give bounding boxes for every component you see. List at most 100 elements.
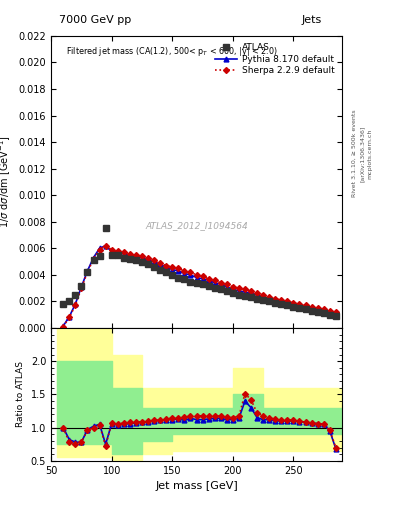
Sherpa 2.2.9 default	[127, 250, 132, 257]
Pythia 8.170 default	[79, 284, 84, 290]
ATLAS	[334, 313, 338, 319]
ATLAS	[327, 312, 332, 318]
ATLAS	[279, 301, 284, 307]
ATLAS	[315, 309, 320, 315]
Sherpa 2.2.9 default	[109, 247, 114, 253]
Pythia 8.170 default	[121, 250, 126, 257]
Sherpa 2.2.9 default	[200, 273, 205, 279]
Sherpa 2.2.9 default	[140, 253, 144, 260]
Pythia 8.170 default	[200, 276, 205, 282]
ATLAS	[188, 279, 193, 285]
Pythia 8.170 default	[242, 289, 247, 295]
Pythia 8.170 default	[146, 256, 151, 262]
ATLAS	[255, 296, 259, 302]
Pythia 8.170 default	[321, 308, 326, 314]
ATLAS	[285, 303, 290, 309]
Sherpa 2.2.9 default	[273, 296, 277, 302]
Line: Sherpa 2.2.9 default: Sherpa 2.2.9 default	[61, 244, 338, 329]
Pythia 8.170 default	[261, 294, 266, 301]
Sherpa 2.2.9 default	[188, 269, 193, 275]
Y-axis label: Ratio to ATLAS: Ratio to ATLAS	[16, 361, 25, 428]
Pythia 8.170 default	[176, 268, 181, 274]
Sherpa 2.2.9 default	[279, 297, 284, 303]
ATLAS	[242, 293, 247, 299]
Pythia 8.170 default	[297, 303, 302, 309]
ATLAS	[261, 297, 266, 303]
Sherpa 2.2.9 default	[85, 269, 90, 275]
Pythia 8.170 default	[303, 304, 308, 310]
ATLAS	[224, 288, 229, 294]
Sherpa 2.2.9 default	[164, 263, 169, 269]
X-axis label: Jet mass [GeV]: Jet mass [GeV]	[155, 481, 238, 491]
Sherpa 2.2.9 default	[321, 306, 326, 312]
Sherpa 2.2.9 default	[297, 301, 302, 307]
Text: [arXiv:1306.3436]: [arXiv:1306.3436]	[360, 125, 365, 182]
Sherpa 2.2.9 default	[242, 286, 247, 292]
ATLAS	[176, 274, 181, 281]
Pythia 8.170 default	[61, 323, 66, 329]
Sherpa 2.2.9 default	[249, 288, 253, 294]
Pythia 8.170 default	[206, 277, 211, 283]
ATLAS	[291, 304, 296, 310]
Pythia 8.170 default	[182, 270, 187, 276]
Sherpa 2.2.9 default	[61, 324, 66, 330]
Pythia 8.170 default	[116, 249, 120, 255]
Pythia 8.170 default	[327, 309, 332, 315]
Pythia 8.170 default	[158, 261, 163, 267]
Sherpa 2.2.9 default	[231, 284, 235, 290]
ATLAS	[73, 292, 78, 298]
Pythia 8.170 default	[97, 245, 102, 251]
Sherpa 2.2.9 default	[327, 308, 332, 314]
Pythia 8.170 default	[127, 252, 132, 258]
Pythia 8.170 default	[267, 296, 272, 302]
ATLAS	[67, 298, 72, 305]
Pythia 8.170 default	[249, 290, 253, 296]
Sherpa 2.2.9 default	[170, 264, 174, 270]
Y-axis label: 1/$\sigma$ d$\sigma$/dm [GeV$^{-1}$]: 1/$\sigma$ d$\sigma$/dm [GeV$^{-1}$]	[0, 136, 13, 228]
Pythia 8.170 default	[164, 264, 169, 270]
Pythia 8.170 default	[291, 301, 296, 307]
Sherpa 2.2.9 default	[334, 309, 338, 315]
Pythia 8.170 default	[109, 248, 114, 254]
Sherpa 2.2.9 default	[152, 257, 156, 263]
ATLAS	[152, 264, 156, 270]
ATLAS	[109, 252, 114, 258]
ATLAS	[182, 276, 187, 282]
ATLAS	[79, 283, 84, 289]
Sherpa 2.2.9 default	[121, 249, 126, 255]
Text: mcplots.cern.ch: mcplots.cern.ch	[367, 129, 373, 179]
ATLAS	[309, 308, 314, 314]
Sherpa 2.2.9 default	[79, 285, 84, 291]
Sherpa 2.2.9 default	[73, 303, 78, 309]
Sherpa 2.2.9 default	[182, 268, 187, 274]
Sherpa 2.2.9 default	[97, 247, 102, 253]
ATLAS	[212, 285, 217, 291]
ATLAS	[127, 256, 132, 262]
Pythia 8.170 default	[219, 281, 223, 287]
Sherpa 2.2.9 default	[146, 254, 151, 261]
Sherpa 2.2.9 default	[291, 300, 296, 306]
Sherpa 2.2.9 default	[237, 285, 241, 291]
ATLAS	[237, 292, 241, 298]
ATLAS	[103, 225, 108, 231]
ATLAS	[121, 254, 126, 261]
ATLAS	[61, 301, 66, 307]
Pythia 8.170 default	[334, 310, 338, 316]
Sherpa 2.2.9 default	[103, 243, 108, 249]
Text: ATLAS_2012_I1094564: ATLAS_2012_I1094564	[145, 221, 248, 230]
ATLAS	[170, 272, 174, 278]
Pythia 8.170 default	[279, 298, 284, 305]
ATLAS	[158, 266, 163, 272]
Pythia 8.170 default	[315, 306, 320, 312]
Legend: ATLAS, Pythia 8.170 default, Sherpa 2.2.9 default: ATLAS, Pythia 8.170 default, Sherpa 2.2.…	[212, 40, 338, 78]
Pythia 8.170 default	[140, 254, 144, 261]
Pythia 8.170 default	[231, 286, 235, 292]
Line: ATLAS: ATLAS	[61, 226, 339, 319]
ATLAS	[273, 300, 277, 306]
Text: Rivet 3.1.10, ≥ 500k events: Rivet 3.1.10, ≥ 500k events	[352, 110, 357, 198]
ATLAS	[134, 257, 138, 263]
Pythia 8.170 default	[188, 272, 193, 278]
Text: 7000 GeV pp: 7000 GeV pp	[59, 15, 131, 25]
Line: Pythia 8.170 default: Pythia 8.170 default	[61, 243, 338, 328]
Sherpa 2.2.9 default	[267, 294, 272, 301]
